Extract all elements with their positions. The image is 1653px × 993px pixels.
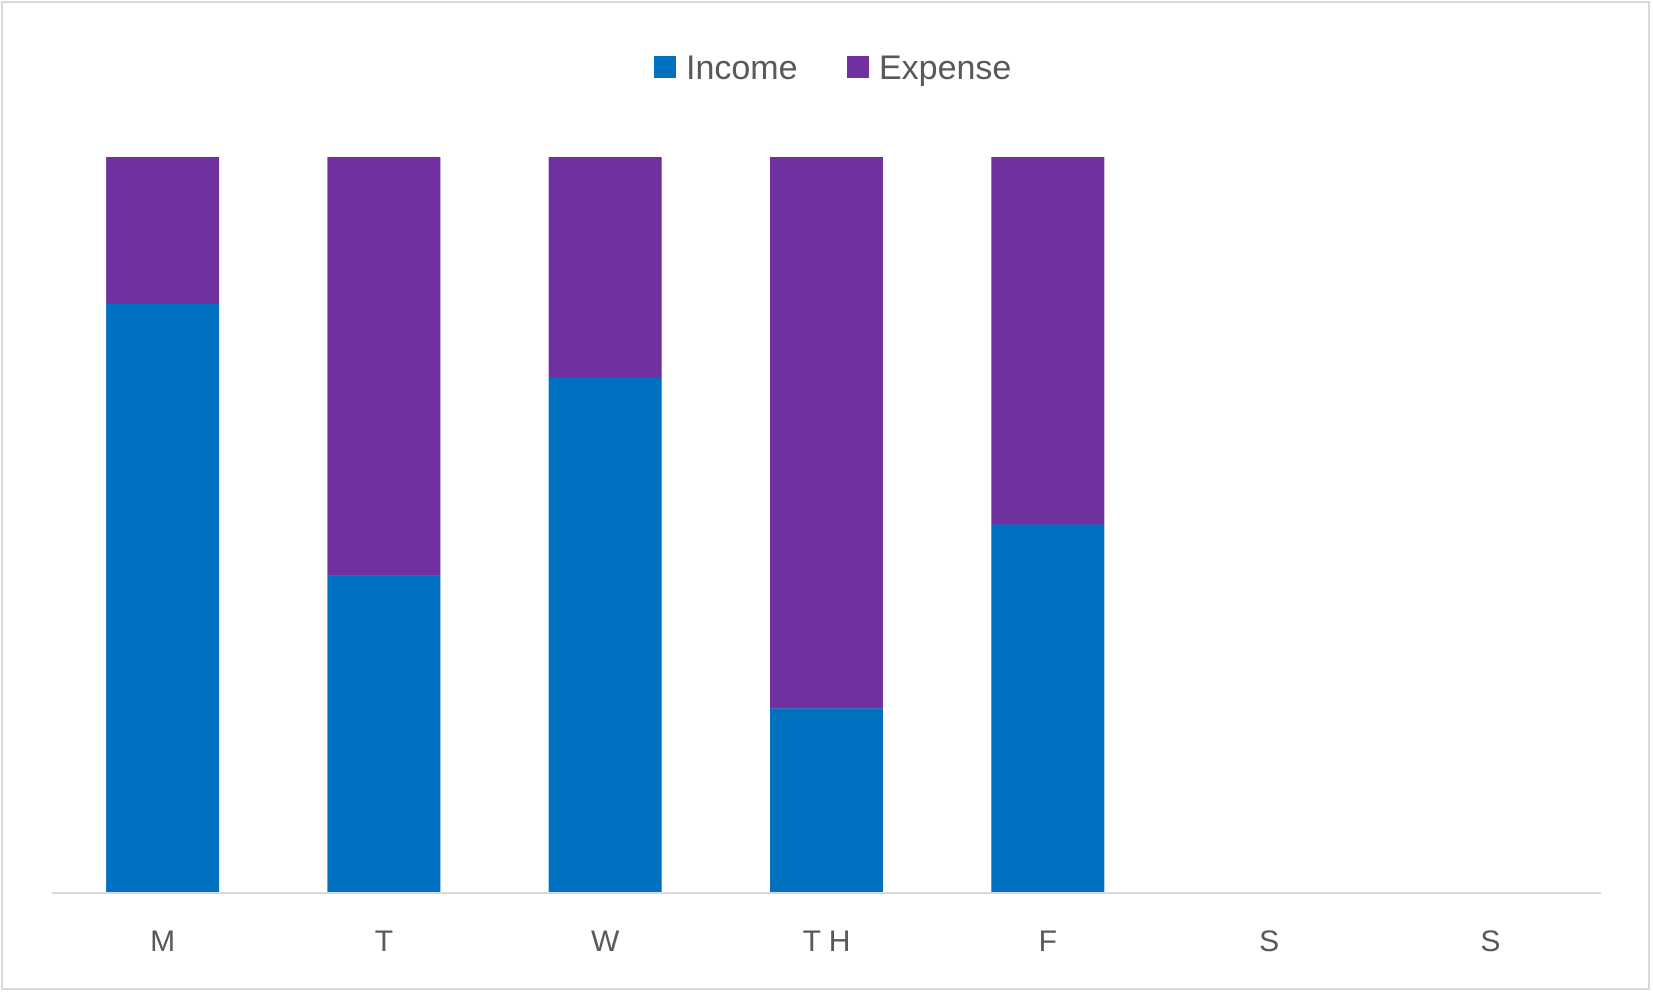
x-tick-label-2: T <box>375 925 393 958</box>
legend-label-income: Income <box>686 49 798 87</box>
bar-income-1 <box>106 304 220 892</box>
x-tick-label-3: W <box>591 925 620 958</box>
legend-item-income: Income <box>654 49 798 87</box>
bar-income-3 <box>548 377 662 892</box>
bar-income-4 <box>770 708 883 893</box>
legend-label-expense: Expense <box>879 49 1011 87</box>
legend: Income Expense <box>654 49 1011 87</box>
bar-income-2 <box>327 576 441 893</box>
bar-expense-5 <box>991 157 1105 525</box>
x-tick-label-6: S <box>1259 925 1279 958</box>
legend-item-expense: Expense <box>847 49 1011 87</box>
bar-expense-2 <box>327 157 441 576</box>
bar-expense-1 <box>106 157 220 304</box>
legend-swatch-income <box>654 56 676 78</box>
bar-expense-3 <box>548 157 662 378</box>
x-tick-label-7: S <box>1480 925 1500 958</box>
bar-expense-4 <box>770 157 883 709</box>
x-tick-label-1: M <box>150 925 175 958</box>
plot-area <box>106 157 1105 893</box>
x-tick-label-5: F <box>1039 925 1057 958</box>
bar-income-5 <box>991 524 1105 892</box>
legend-swatch-expense <box>847 56 869 78</box>
x-tick-label-4: T H <box>803 925 851 958</box>
